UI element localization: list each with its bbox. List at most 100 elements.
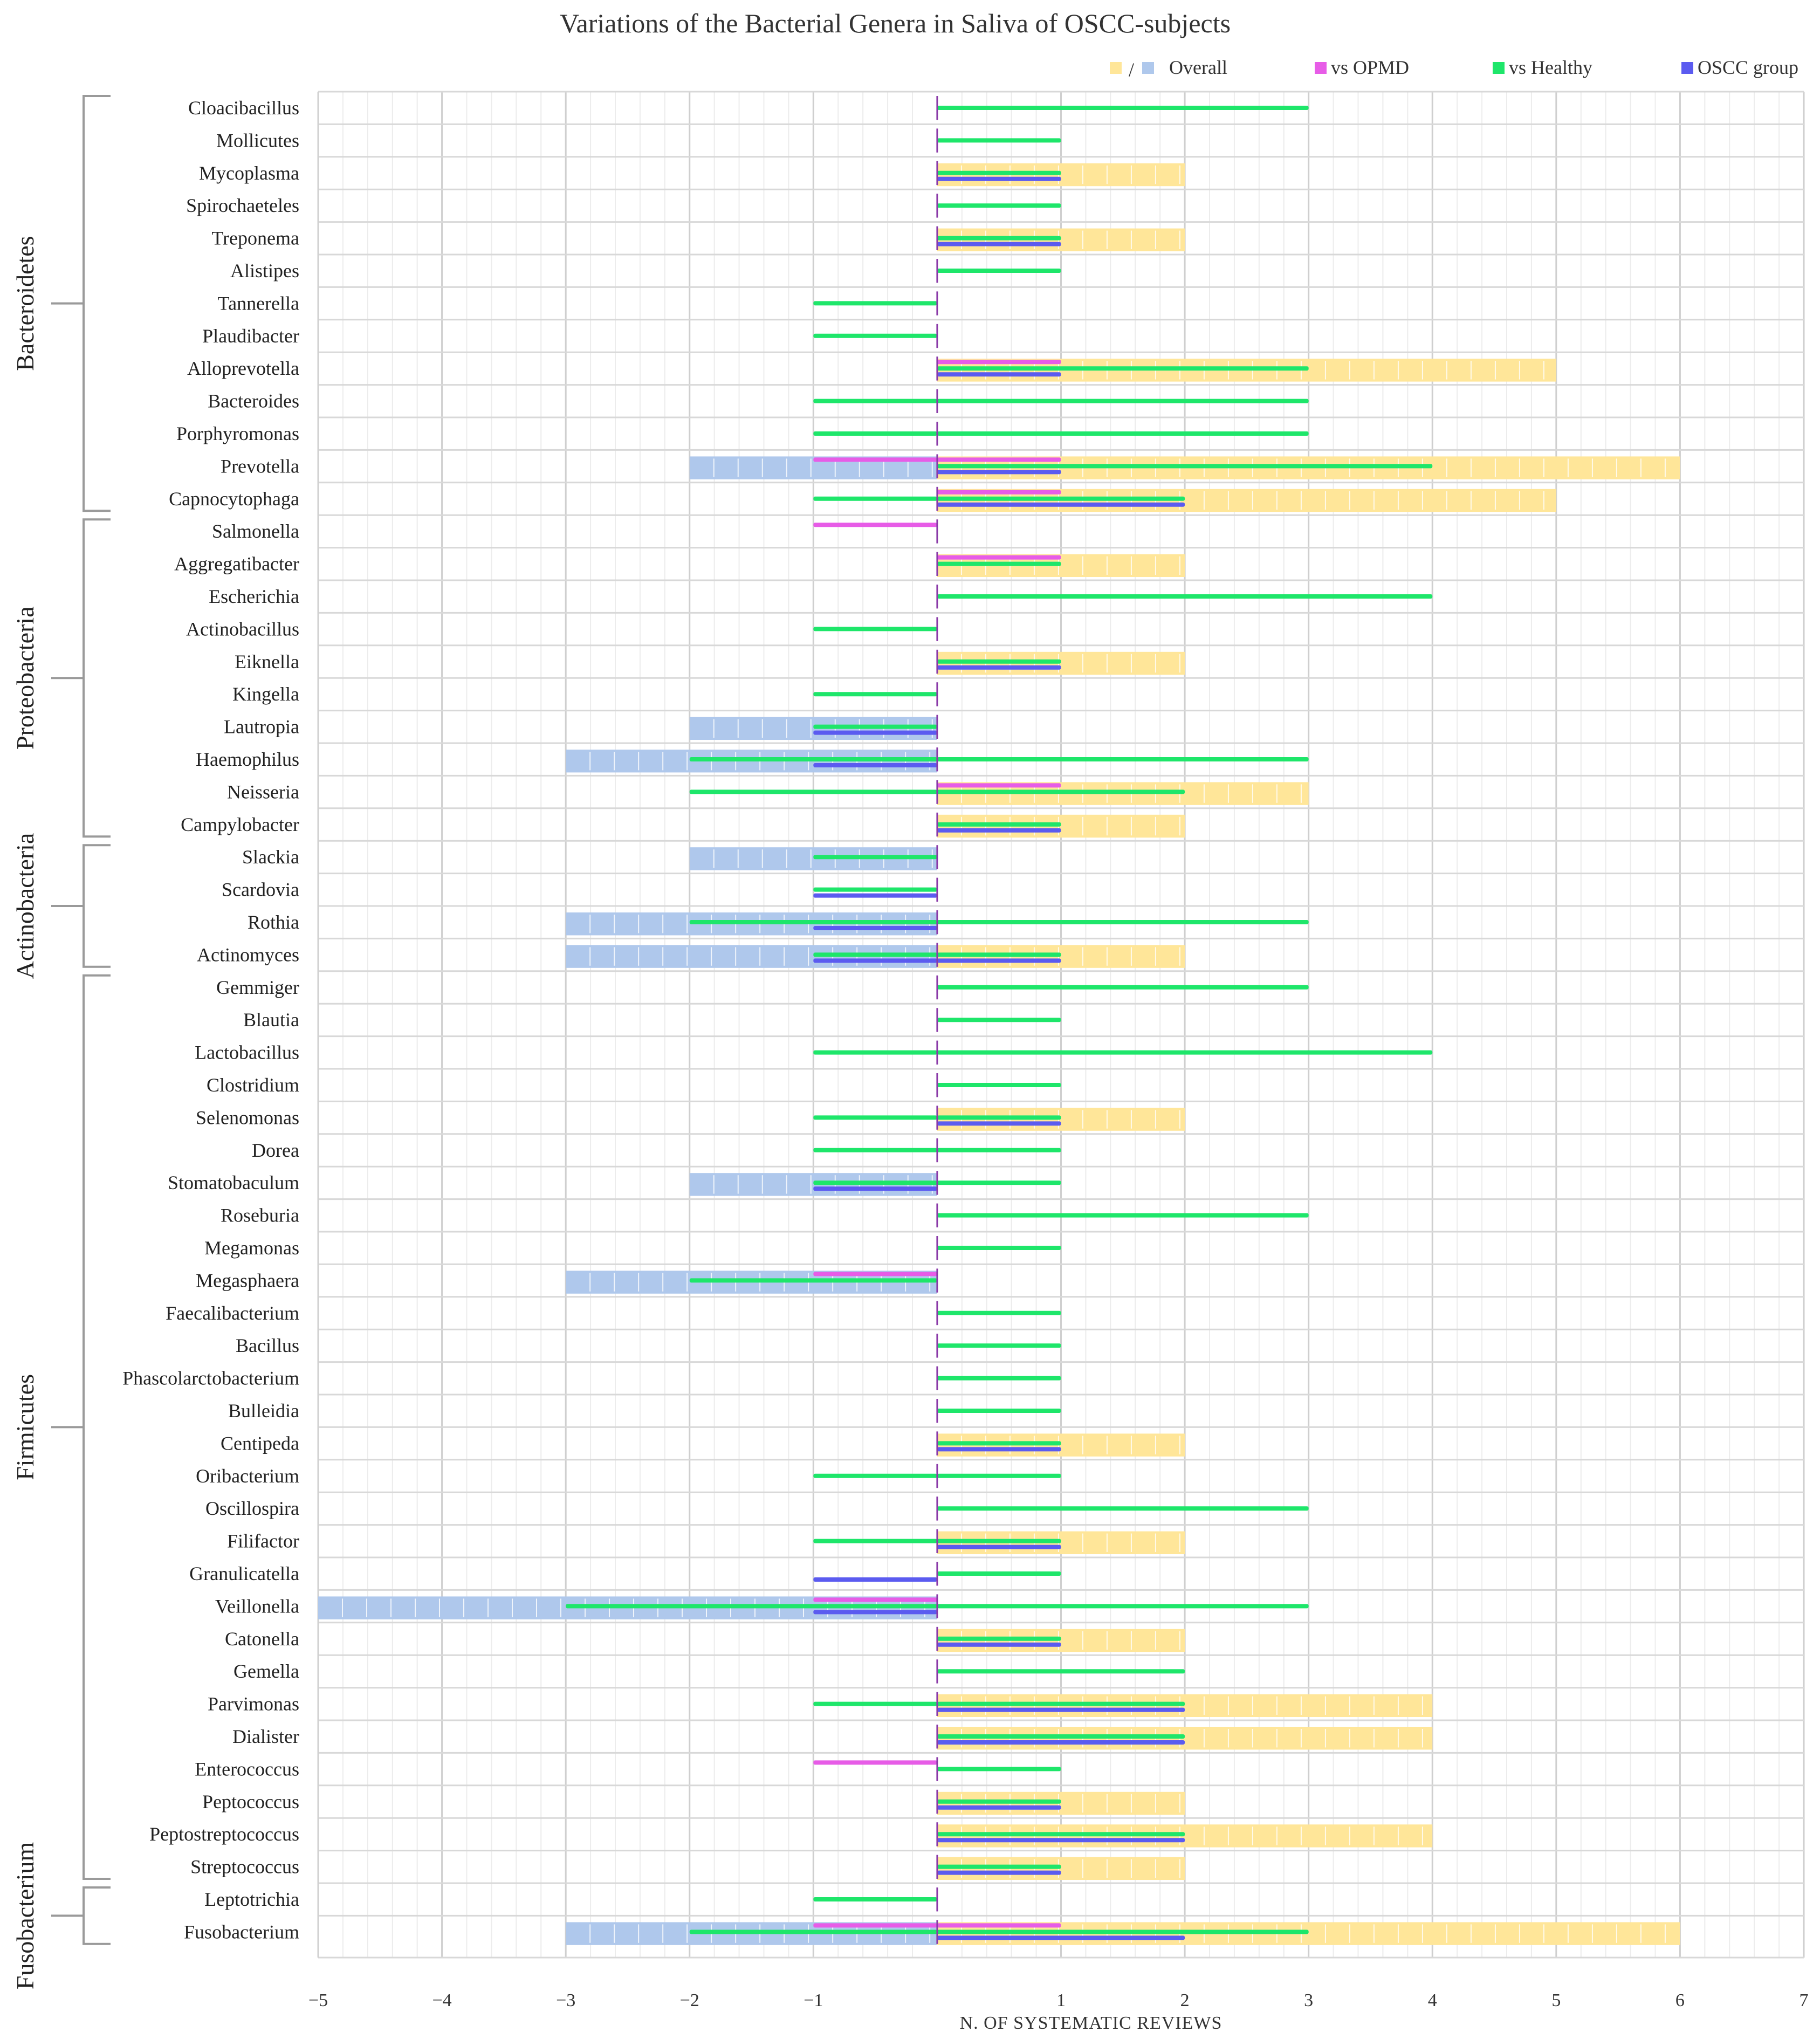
healthy-bar-positive: [937, 1864, 1061, 1869]
healthy-bar-positive: [937, 1506, 1309, 1511]
genus-bar-group: [936, 1008, 1061, 1032]
healthy-bar-positive: [937, 1604, 1309, 1609]
genus-label: Veillonella: [215, 1595, 299, 1617]
healthy-bar-positive: [937, 1310, 1061, 1315]
healthy-bar-positive: [937, 1083, 1061, 1087]
oscc-bar-positive: [937, 1707, 1185, 1712]
genus-bar-group: [566, 943, 1185, 968]
healthy-bar-positive: [937, 269, 1061, 273]
genus-label: Campylobacter: [181, 814, 299, 835]
oscc-bar-negative: [813, 1610, 937, 1615]
phylum-label: Fusobacterium: [11, 1842, 39, 1989]
genus-label: Dialister: [232, 1726, 299, 1747]
genus-label: Peptococcus: [202, 1791, 299, 1813]
healthy-bar-negative: [689, 789, 937, 794]
genus-bar-group: [566, 1920, 1680, 1945]
opmd-bar-positive: [937, 360, 1061, 365]
genus-bar-group: [813, 1464, 1061, 1488]
phylum-bracket-line: [83, 95, 111, 512]
x-tick-label: −3: [556, 1990, 575, 2010]
oscc-bar-positive: [937, 502, 1185, 507]
healthy-bar-positive: [937, 594, 1433, 599]
genus-label: Neisseria: [227, 781, 299, 802]
oscc-bar-positive: [937, 470, 1061, 475]
genus-bar-group: [813, 1562, 1061, 1586]
genus-bar-group: [936, 1496, 1309, 1521]
genus-label: Leptotrichia: [204, 1889, 299, 1910]
genus-label: Phascolarctobacterium: [122, 1368, 299, 1389]
healthy-bar-positive: [937, 106, 1309, 110]
genus-label: Megasphaera: [196, 1269, 299, 1291]
genus-label: Actinomyces: [197, 944, 299, 965]
genus-bar-group: [936, 194, 1061, 218]
healthy-bar-positive: [937, 366, 1309, 371]
opmd-bar-positive: [937, 1923, 1061, 1928]
legend-label: Overall: [1169, 57, 1227, 78]
healthy-bar-positive: [937, 1343, 1061, 1348]
genus-bar-group: [689, 1171, 1061, 1196]
genus-label: Enterococcus: [195, 1758, 299, 1780]
opmd-bar-positive: [937, 457, 1061, 462]
healthy-bar-positive: [937, 1473, 1061, 1478]
phylum-label: Firmicutes: [11, 1374, 39, 1480]
healthy-bar-positive: [937, 1180, 1061, 1185]
oscc-bar-positive: [937, 1805, 1061, 1810]
oscc-bar-positive: [937, 1642, 1061, 1647]
opmd-bar-negative: [813, 1760, 937, 1765]
legend-swatch-positive: [1110, 62, 1122, 74]
healthy-bar-negative: [813, 887, 937, 892]
genus-bar-group: [936, 1725, 1433, 1750]
legend-label: vs Healthy: [1509, 57, 1592, 78]
oscc-bar-positive: [937, 1740, 1185, 1745]
genus-bar-group: [813, 1529, 1185, 1554]
genus-bar-group: [813, 877, 938, 902]
healthy-bar-positive: [937, 1636, 1061, 1641]
healthy-bar-positive: [937, 496, 1185, 501]
genus-bar-group: [936, 1855, 1185, 1880]
genus-label: Slackia: [242, 846, 299, 868]
genus-bar-group: [813, 1106, 1185, 1131]
genus-bar-group: [936, 585, 1433, 609]
genus-bar-group: [813, 1138, 1061, 1163]
genus-label: Dorea: [252, 1139, 299, 1161]
healthy-bar-negative: [689, 757, 937, 761]
phylum-bracket-line: [83, 518, 111, 838]
oscc-bar-positive: [937, 665, 1061, 670]
healthy-bar-negative: [813, 855, 937, 860]
genus-label: Megamonas: [204, 1237, 299, 1259]
healthy-bar-positive: [937, 1799, 1061, 1804]
genus-bar-group: [813, 682, 938, 706]
opmd-bar-negative: [813, 457, 937, 462]
genus-label: Peptostreptococcus: [149, 1823, 299, 1845]
healthy-bar-negative: [813, 1115, 937, 1120]
legend-label: OSCC group: [1698, 57, 1798, 78]
opmd-bar-negative: [813, 523, 937, 527]
healthy-bar-positive: [937, 822, 1061, 827]
genus-label: Prevotella: [221, 455, 299, 477]
genus-bar-group: [936, 128, 1061, 153]
genus-bar-group: [813, 1692, 1433, 1717]
healthy-bar-negative: [813, 496, 937, 501]
phylum-brackets: Bacteroidetes Proteobacteria Actinobacteri…: [11, 95, 111, 1989]
genus-label: Faecalibacterium: [166, 1302, 299, 1324]
genus-bar-group: [936, 161, 1185, 187]
genus-bar-group: [936, 975, 1309, 1000]
genus-label: Scardovia: [222, 879, 299, 901]
oscc-bar-negative: [813, 763, 937, 767]
oscc-bar-positive: [937, 1870, 1061, 1875]
genus-bar-group: [936, 1236, 1061, 1260]
oscc-bar-negative: [813, 926, 937, 930]
genus-bar-group: [936, 356, 1556, 382]
genus-bar-group: [813, 291, 938, 315]
healthy-bar-negative: [813, 333, 937, 338]
healthy-bar-positive: [937, 789, 1185, 794]
genus-bar-group: [689, 715, 938, 740]
legend-item-oscc: OSCC group: [1681, 57, 1798, 78]
genus-label: Roseburia: [221, 1205, 299, 1226]
phylum-bracket: Fusobacterium: [11, 1842, 111, 1989]
healthy-bar-positive: [937, 1376, 1061, 1381]
healthy-bar-positive: [937, 203, 1061, 208]
x-tick-label: 4: [1428, 1990, 1437, 2010]
genus-bar-group: [566, 747, 1309, 773]
